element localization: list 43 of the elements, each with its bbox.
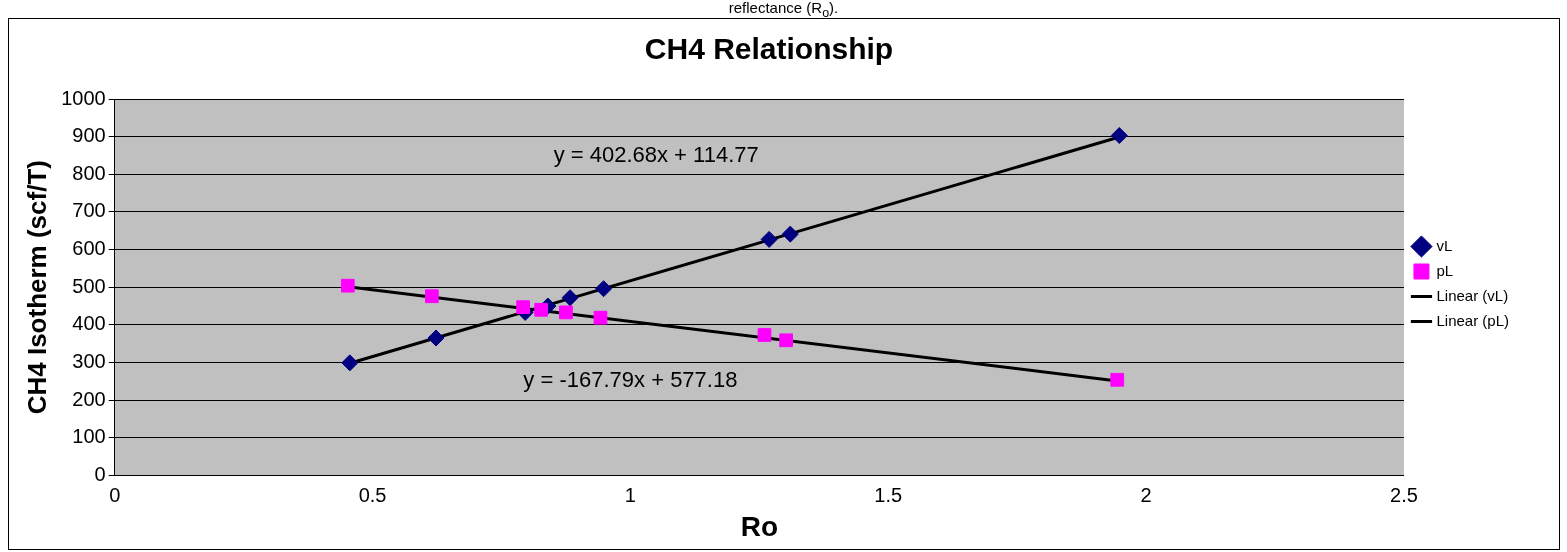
- y-tick-label: 1000: [61, 86, 106, 109]
- x-tick-label: 2.5: [1390, 483, 1418, 506]
- point: [757, 328, 772, 342]
- y-tick-label: 800: [72, 161, 106, 184]
- point: [424, 289, 439, 304]
- point: [427, 329, 445, 347]
- point: [1110, 372, 1125, 387]
- point: [534, 302, 549, 317]
- y-tick-label: 500: [72, 274, 106, 297]
- point: [1110, 127, 1128, 145]
- point: [779, 333, 794, 348]
- x-tick-label: 2: [1140, 483, 1152, 506]
- y-tick-label: 900: [72, 124, 106, 147]
- legend-label: pL: [1436, 261, 1454, 279]
- y-tick-label: 0: [94, 462, 106, 485]
- point: [341, 354, 359, 372]
- legend-label: vL: [1436, 236, 1453, 254]
- annotation: y = 402.68x + 114.77: [553, 141, 759, 167]
- y-tick-label: 200: [72, 387, 106, 410]
- point: [781, 225, 799, 243]
- annotation: y = -167.79x + 577.18: [523, 367, 738, 393]
- y-tick-label: 100: [72, 425, 106, 448]
- y-tick-label: 300: [72, 350, 106, 372]
- x-axis-title: Ro: [740, 510, 778, 542]
- legend-label: Linear (pL): [1436, 311, 1510, 329]
- point: [340, 278, 355, 293]
- point: [760, 230, 778, 248]
- x-tick-label: 0: [109, 483, 121, 506]
- y-tick-label: 700: [72, 199, 106, 222]
- point: [559, 305, 573, 320]
- y-tick-label: 600: [72, 237, 106, 260]
- point: [561, 289, 579, 307]
- point: [516, 300, 530, 315]
- x-tick-label: 1.5: [874, 483, 903, 506]
- chart-title: CH4 Relationship: [644, 32, 894, 66]
- legend-label: Linear (vL): [1436, 286, 1509, 304]
- text: reflectance (R$_{o}$).: [727, 0, 840, 20]
- point: [595, 280, 613, 298]
- x-tick-label: 0.5: [358, 483, 387, 506]
- y-tick-label: 400: [72, 312, 106, 335]
- x-tick-label: 1: [624, 483, 636, 506]
- y-axis-title: CH4 Isotherm (scf/T): [21, 160, 52, 415]
- point: [593, 310, 608, 325]
